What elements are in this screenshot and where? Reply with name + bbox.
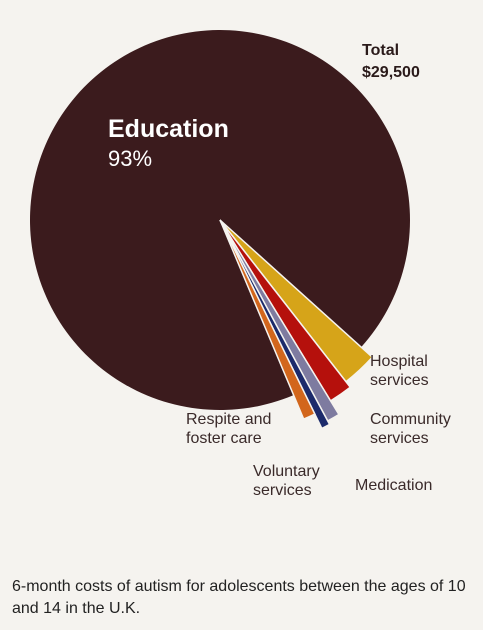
pie-slice [219,219,316,421]
slice-label: Medication [355,477,433,494]
value-label: 93% [108,146,153,171]
total-label: Total [362,42,400,59]
slice-label: Respite and foster care [186,411,272,447]
total-value: $29,500 [362,64,420,81]
slice-label: Community services [370,411,451,447]
caption: 6-month costs of autism for adolescents … [12,578,466,617]
pie-slice [219,219,331,430]
slice-label: Voluntary services [253,463,320,499]
slice-label: Hospital services [370,353,429,389]
pie-chart [30,30,411,430]
slice-label: Education [108,115,229,143]
